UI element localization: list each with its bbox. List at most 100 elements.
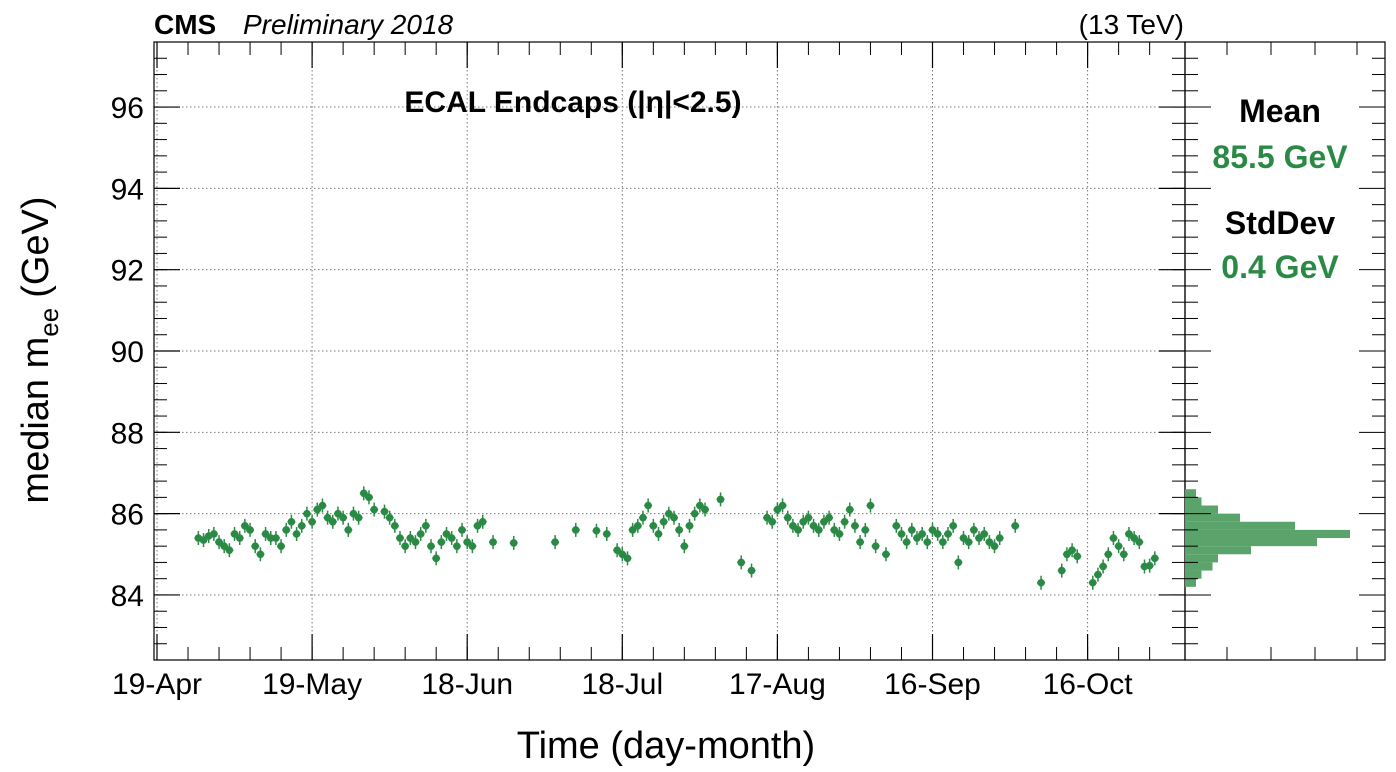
marker bbox=[432, 554, 440, 563]
marker bbox=[659, 517, 668, 526]
marker bbox=[1088, 578, 1097, 587]
data-point bbox=[1150, 551, 1159, 566]
marker bbox=[918, 530, 926, 538]
marker bbox=[1130, 534, 1138, 542]
marker bbox=[509, 539, 518, 547]
data-point bbox=[819, 514, 828, 529]
marker bbox=[763, 513, 771, 522]
marker bbox=[628, 526, 637, 534]
y-tick-label: 94 bbox=[111, 173, 144, 206]
histogram-bar bbox=[1185, 489, 1196, 498]
y-tick-label: 96 bbox=[111, 92, 144, 125]
marker bbox=[1151, 554, 1159, 563]
y-tick-label: 88 bbox=[111, 417, 144, 450]
data-point bbox=[1062, 547, 1071, 562]
data-point bbox=[1135, 535, 1144, 550]
marker bbox=[913, 534, 921, 542]
marker bbox=[380, 507, 389, 516]
data-point bbox=[809, 518, 818, 533]
data-point bbox=[551, 535, 560, 550]
data-point bbox=[489, 535, 498, 550]
marker bbox=[468, 542, 477, 550]
marker bbox=[970, 526, 978, 534]
data-point bbox=[592, 523, 601, 538]
marker bbox=[447, 534, 456, 542]
marker bbox=[939, 538, 947, 546]
data-point bbox=[344, 522, 353, 537]
marker bbox=[928, 526, 937, 534]
data-point bbox=[670, 510, 678, 525]
marker bbox=[670, 513, 678, 522]
marker bbox=[789, 522, 797, 530]
data-point bbox=[649, 518, 658, 533]
mean-label: Mean bbox=[1239, 93, 1321, 129]
stddev-value: 0.4 GeV bbox=[1221, 249, 1339, 285]
data-point bbox=[308, 514, 317, 529]
y-tick-label: 86 bbox=[111, 499, 144, 532]
y-axis-title-unit: (GeV) bbox=[15, 196, 57, 297]
marker bbox=[892, 522, 901, 530]
marker bbox=[256, 550, 265, 559]
data-point bbox=[1093, 567, 1102, 582]
marker bbox=[571, 526, 580, 534]
marker bbox=[964, 538, 973, 546]
marker bbox=[623, 554, 632, 563]
data-point bbox=[850, 518, 859, 533]
marker bbox=[825, 513, 833, 522]
data-point bbox=[406, 531, 415, 546]
data-point bbox=[1088, 575, 1097, 590]
data-point bbox=[613, 543, 622, 558]
marker bbox=[287, 517, 296, 526]
data-point bbox=[333, 506, 342, 521]
marker bbox=[210, 530, 218, 538]
marker bbox=[696, 501, 704, 510]
marker bbox=[328, 517, 337, 526]
y-tick-label: 84 bbox=[111, 580, 144, 613]
data-point bbox=[380, 504, 389, 519]
data-point bbox=[235, 531, 244, 546]
data-point bbox=[256, 547, 265, 562]
data-point bbox=[861, 522, 870, 537]
marker bbox=[871, 542, 880, 550]
data-point bbox=[411, 535, 420, 550]
histogram-bars bbox=[1185, 489, 1350, 587]
data-point bbox=[209, 526, 218, 541]
marker bbox=[225, 546, 234, 555]
marker bbox=[365, 493, 373, 502]
data-point bbox=[349, 506, 358, 521]
data-point bbox=[628, 522, 637, 537]
data-point bbox=[447, 531, 456, 546]
marker bbox=[360, 489, 368, 498]
marker bbox=[241, 522, 249, 530]
data-point bbox=[830, 522, 839, 537]
data-point bbox=[638, 510, 647, 525]
data-point bbox=[644, 498, 653, 513]
marker bbox=[1063, 550, 1071, 559]
marker bbox=[665, 509, 673, 518]
data-point bbox=[768, 514, 777, 529]
marker bbox=[799, 517, 808, 526]
data-point bbox=[473, 518, 482, 533]
data-point bbox=[215, 535, 224, 550]
marker bbox=[427, 542, 435, 550]
marker bbox=[783, 513, 792, 522]
data-point bbox=[339, 510, 348, 525]
y-tick-label: 92 bbox=[111, 255, 144, 288]
energy-label: (13 TeV) bbox=[1079, 9, 1184, 40]
data-point bbox=[1073, 549, 1082, 564]
data-point bbox=[261, 526, 270, 541]
marker bbox=[1114, 542, 1123, 550]
marker bbox=[959, 534, 968, 542]
mean-value: 85.5 GeV bbox=[1212, 139, 1348, 175]
marker bbox=[230, 530, 239, 538]
marker bbox=[944, 530, 952, 538]
data-point bbox=[437, 535, 446, 550]
data-point bbox=[1068, 543, 1077, 558]
marker bbox=[644, 501, 652, 510]
data-point bbox=[623, 551, 632, 566]
marker bbox=[1099, 562, 1107, 571]
y-axis-title-main: median m bbox=[15, 337, 57, 504]
data-point bbox=[318, 498, 327, 513]
data-point bbox=[664, 506, 673, 521]
